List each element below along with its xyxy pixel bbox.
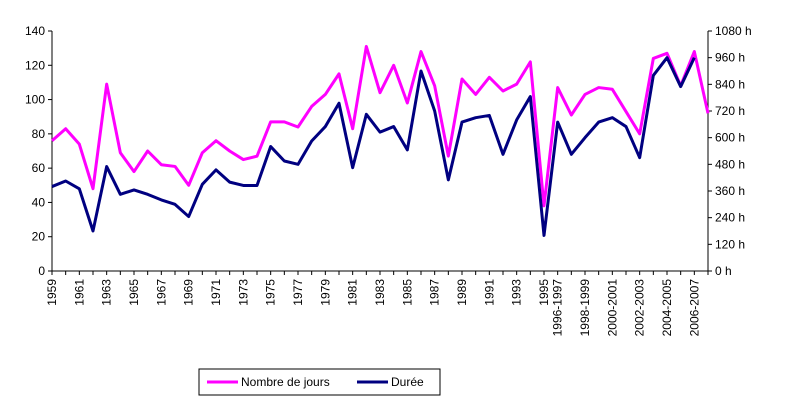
x-tick-label: 1971 (209, 279, 223, 306)
chart-axes: 0 20 40 60 80 100 120 140 0 h 120 h 240 h 360 h 480 … (25, 24, 752, 336)
y-right-tick-label: 360 h (715, 184, 745, 198)
chart-legend: Nombre de jours Durée (198, 368, 441, 396)
y-right-tick-label: 0 h (715, 264, 732, 278)
x-tick-label: 1959 (45, 279, 59, 306)
y-left-tick-label: 0 (38, 264, 45, 278)
series-line-duree (51, 56, 696, 237)
x-tick-label: 2000-2001 (605, 279, 619, 337)
x-tick-label: 1963 (100, 279, 114, 306)
series-line-nombre-de-jours (51, 44, 710, 208)
x-tick-label: 2002-2003 (633, 279, 647, 337)
y-right-tick-label: 1080 h (715, 24, 752, 38)
y-right-tick-label: 840 h (715, 77, 745, 91)
y-left-tick-label: 20 (32, 230, 46, 244)
x-tick-label: 1975 (264, 279, 278, 306)
x-tick-label: 1969 (182, 279, 196, 306)
y-left-tick-label: 120 (25, 58, 45, 72)
x-tick-label: 1981 (346, 279, 360, 306)
legend-label-jours: Nombre de jours (241, 375, 330, 389)
x-tick-label: 1995 (537, 279, 551, 306)
x-tick-label: 1987 (428, 279, 442, 306)
chart-series (51, 44, 710, 237)
x-tick-label: 2004-2005 (660, 279, 674, 337)
x-tick-label: 1998-1999 (578, 279, 592, 337)
y-right-tick-label: 120 h (715, 237, 745, 251)
y-right-tick-label: 960 h (715, 51, 745, 65)
y-right-tick-label: 600 h (715, 131, 745, 145)
legend-box (198, 368, 441, 396)
x-tick-label: 1993 (510, 279, 524, 306)
x-tick-label: 1961 (72, 279, 86, 306)
x-tick-label: 1973 (236, 279, 250, 306)
y-left-tick-label: 60 (32, 161, 46, 175)
y-left-tick-label: 80 (32, 127, 46, 141)
x-tick-label: 1967 (154, 279, 168, 306)
x-tick-label: 1985 (400, 279, 414, 306)
x-tick-label: 1991 (482, 279, 496, 306)
y-left-tick-label: 100 (25, 93, 45, 107)
y-left-tick-label: 140 (25, 24, 45, 38)
y-left-tick-label: 40 (32, 195, 46, 209)
x-tick-label: 1983 (373, 279, 387, 306)
y-right-tick-label: 720 h (715, 104, 745, 118)
x-tick-label: 2006-2007 (687, 279, 701, 337)
x-tick-label: 1979 (318, 279, 332, 306)
y-right-tick-label: 480 h (715, 157, 745, 171)
legend-label-duree: Durée (391, 375, 424, 389)
x-tick-label: 1996-1997 (551, 279, 565, 337)
x-tick-label: 1965 (127, 279, 141, 306)
y-right-tick-label: 240 h (715, 211, 745, 225)
x-tick-label: 1989 (455, 279, 469, 306)
x-tick-label: 1977 (291, 279, 305, 306)
